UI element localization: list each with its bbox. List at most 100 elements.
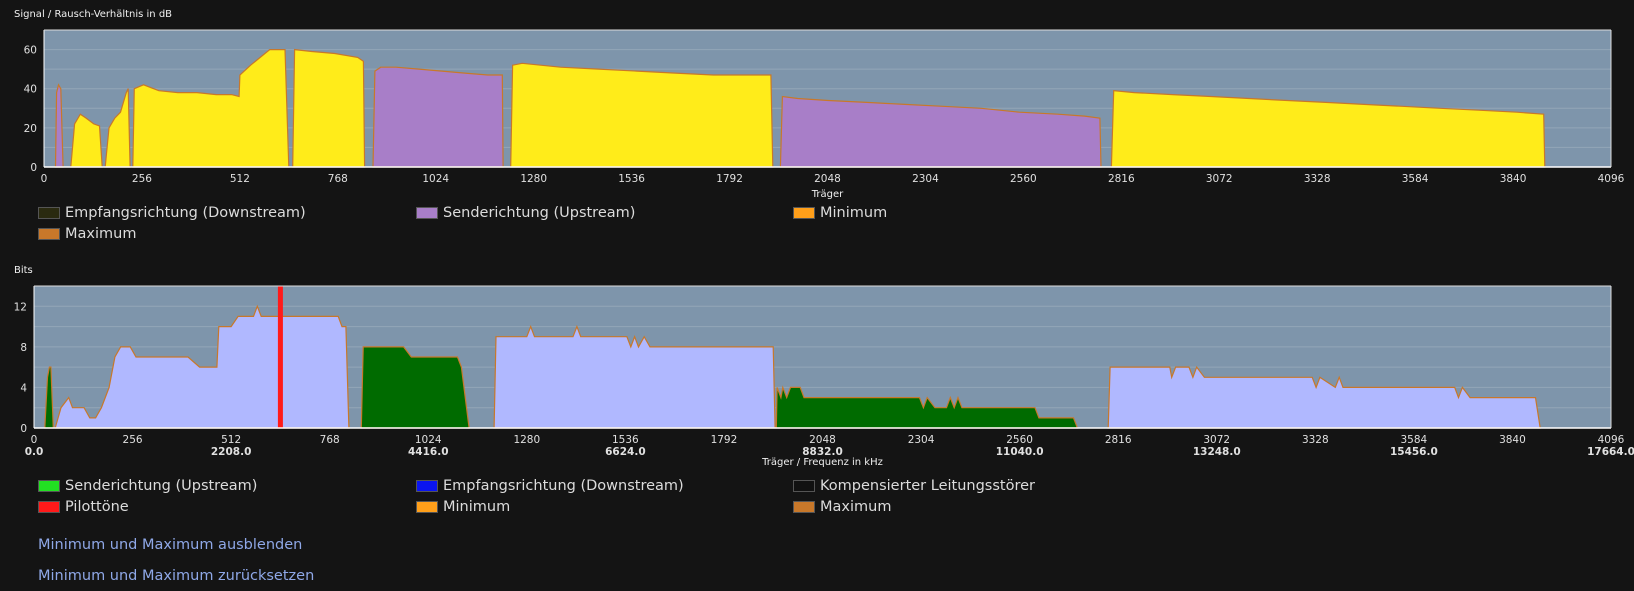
x-secondary-tick-label: 15456.0 [1390,446,1438,458]
legend-upstream[interactable]: Senderichtung (Upstream) [416,205,635,221]
x-secondary-tick-label: 11040.0 [996,446,1044,458]
reset-minmax-link[interactable]: Minimum und Maximum zurücksetzen [38,568,315,584]
legend-maximum-swatch [793,501,815,513]
legend-pilot-tones-label: Pilottöne [65,499,129,515]
y-tick-label: 0 [30,162,37,174]
downstream-area [70,113,103,168]
legend-minimum[interactable]: Minimum [416,499,510,515]
legend-maximum[interactable]: Maximum [38,226,136,242]
legend-upstream[interactable]: Senderichtung (Upstream) [38,478,257,494]
x-tick-label: 4096 [1598,173,1625,185]
bits-chart: 0 4 8 12 0 256 512 768 1024 1280 1536 1792 2048 2304 2… [14,285,1634,468]
x-axis-title: Träger [811,189,844,200]
y-tick-label: 0 [20,423,27,435]
x-tick-label: 2560 [1006,434,1033,446]
y-tick-label: 40 [24,84,37,96]
legend-minimum-label: Minimum [820,205,888,221]
legend-downstream-label: Empfangsrichtung (Downstream) [443,478,684,494]
downstream-area [1110,90,1546,168]
x-tick-label: 3840 [1499,434,1526,446]
x-tick-label: 1536 [612,434,639,446]
x-tick-label: 512 [230,173,250,185]
x-secondary-tick-label: 4416.0 [408,446,449,458]
x-tick-label: 1280 [520,173,547,185]
y-tick-label: 12 [14,301,27,313]
x-axis-title: Träger / Frequenz in kHz [761,457,883,468]
legend-downstream[interactable]: Empfangsrichtung (Downstream) [416,478,684,494]
x-secondary-tick-label: 17664.0 [1587,446,1634,458]
hide-minmax-link[interactable]: Minimum und Maximum ausblenden [38,537,303,553]
legend-upstream-label: Senderichtung (Upstream) [65,478,258,494]
legend-minimum[interactable]: Minimum [793,205,887,221]
x-tick-label: 1024 [422,173,449,185]
x-tick-label: 2048 [814,173,841,185]
x-tick-label: 1536 [618,173,645,185]
x-tick-label: 3584 [1402,173,1429,185]
legend-compensated-noise-label: Kompensierter Leitungsstörer [820,478,1035,494]
legend-upstream-label: Senderichtung (Upstream) [443,205,636,221]
x-tick-label: 3328 [1302,434,1329,446]
legend-maximum-label: Maximum [820,499,892,515]
downstream-area [493,324,776,429]
legend-upstream-swatch [38,480,60,492]
legend-compensated-noise[interactable]: Kompensierter Leitungsstörer [793,478,1035,494]
legend-compensated-noise-swatch [793,480,815,492]
y-tick-label: 8 [20,342,27,354]
legend-minimum-label: Minimum [443,499,511,515]
x-tick-label: 1792 [711,434,738,446]
upstream-area [775,385,1079,429]
x-tick-label: 2304 [912,173,939,185]
bits-chart-title: Bits [14,265,33,276]
legend-downstream[interactable]: Empfangsrichtung (Downstream) [38,205,306,221]
x-tick-label: 2048 [809,434,836,446]
upstream-area [360,346,470,429]
legend-maximum[interactable]: Maximum [793,499,891,515]
x-tick-label: 4096 [1598,434,1625,446]
x-tick-label: 256 [132,173,152,185]
legend-maximum-label: Maximum [65,226,137,242]
downstream-area [104,88,131,168]
x-tick-label: 3072 [1206,173,1233,185]
legend-downstream-swatch [416,480,438,492]
x-tick-label: 768 [320,434,340,446]
x-tick-label: 1024 [415,434,442,446]
legend-pilot-tones-swatch [38,501,60,513]
legend-upstream-swatch [416,207,438,219]
legend-downstream-swatch [38,207,60,219]
x-tick-label: 1280 [513,434,540,446]
downstream-area [292,48,366,168]
legend-minimum-swatch [416,501,438,513]
x-tick-label: 768 [328,173,348,185]
x-tick-label: 2304 [908,434,935,446]
x-secondary-tick-label: 0.0 [25,446,44,458]
x-secondary-tick-label: 13248.0 [1193,446,1241,458]
x-tick-label: 1792 [716,173,743,185]
x-tick-label: 2560 [1010,173,1037,185]
legend-minimum-swatch [793,207,815,219]
upstream-area [779,95,1102,168]
x-tick-label: 2816 [1108,173,1135,185]
x-tick-label: 0 [41,173,48,185]
x-tick-label: 256 [123,434,143,446]
snr-chart-title: Signal / Rausch-Verhältnis in dB [14,9,173,20]
x-secondary-tick-label: 2208.0 [211,446,252,458]
x-secondary-tick-label: 6624.0 [605,446,646,458]
downstream-area [1107,365,1541,429]
x-tick-label: 3328 [1304,173,1331,185]
y-tick-label: 20 [24,123,37,135]
y-tick-label: 4 [20,382,27,394]
upstream-area [372,66,504,168]
x-tick-label: 3840 [1500,173,1527,185]
snr-chart: 0 20 40 60 0 256 512 768 1024 1280 1536 1792 2048 230… [24,29,1625,200]
downstream-area [54,304,350,429]
x-tick-label: 3072 [1203,434,1230,446]
legend-downstream-label: Empfangsrichtung (Downstream) [65,205,306,221]
downstream-area [132,48,290,168]
x-secondary-tick-label: 8832.0 [802,446,843,458]
downstream-area [510,62,774,168]
legend-pilot-tones[interactable]: Pilottöne [38,499,129,515]
legend-maximum-swatch [38,228,60,240]
x-tick-label: 2816 [1105,434,1132,446]
pilot-tone-bar [277,286,283,428]
x-tick-label: 3584 [1401,434,1428,446]
